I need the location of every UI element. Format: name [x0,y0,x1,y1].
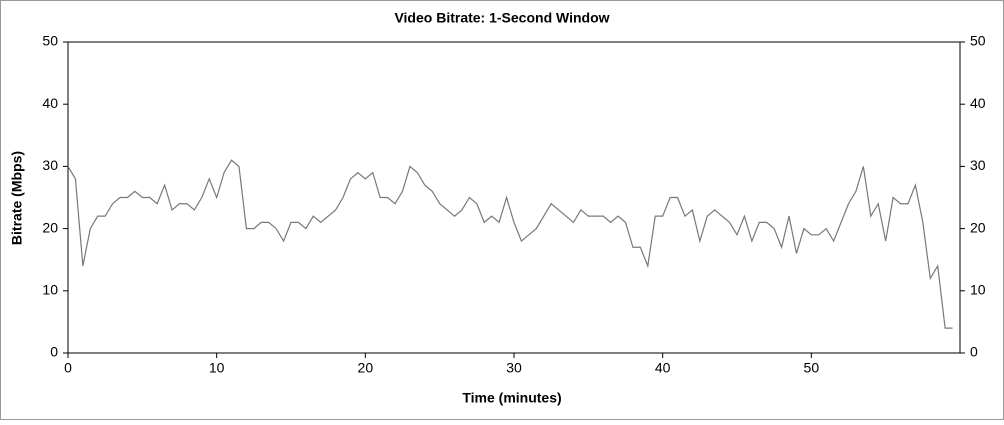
x-tick-label: 0 [64,360,72,376]
y-tick-label: 50 [42,33,58,49]
x-tick-label: 50 [804,360,820,376]
y2-tick-label: 30 [970,157,986,173]
x-tick-label: 10 [209,360,225,376]
x-tick-label: 40 [655,360,671,376]
y2-tick-label: 40 [970,95,986,111]
y-tick-label: 40 [42,95,58,111]
x-tick-label: 30 [506,360,522,376]
y2-tick-label: 10 [970,282,986,298]
y2-tick-label: 20 [970,219,986,235]
y-tick-label: 10 [42,282,58,298]
y-tick-label: 20 [42,219,58,235]
y2-tick-label: 0 [970,344,978,360]
x-tick-label: 20 [358,360,374,376]
chart-title: Video Bitrate: 1-Second Window [394,10,609,26]
y-tick-label: 0 [50,344,58,360]
y2-tick-label: 50 [970,33,986,49]
y-axis-label: Bitrate (Mbps) [9,151,25,245]
y-tick-label: 30 [42,157,58,173]
data-line [67,159,953,329]
x-axis-label: Time (minutes) [462,390,561,406]
